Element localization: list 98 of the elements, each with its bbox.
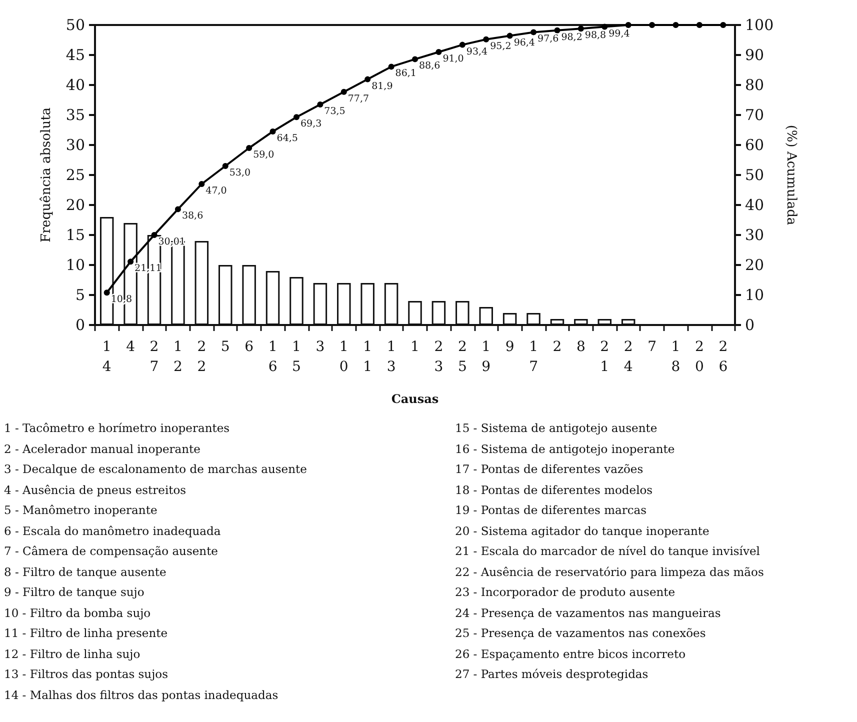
text: 23 - Incorporador de produto ausente [455,584,676,601]
y2-tick-label: 50 [745,166,764,184]
text: 17 - Pontas de diferentes vazões [455,461,644,478]
x-tick-label: 19 [482,339,491,375]
y-tick-label: 40 [66,76,85,94]
text: 6 - Escala do manômetro inadequada [4,522,222,540]
text: 18 - Pontas de diferentes modelos [455,482,654,498]
text: 13 - Filtros das pontas sujos [4,666,169,683]
text: 11 - Filtro de linha presente [4,625,169,642]
y-tick-label: 50 [66,16,85,34]
text: 27 - Partes móveis desprotegidas [455,666,650,683]
x-tick-label: 23 [434,339,444,375]
x-tick-label: 1 5 [292,339,301,375]
x-tick-label: 27 [150,339,159,375]
y-tick-label: 25 [66,166,85,184]
y-tick-label: 45 [66,46,85,64]
x-tick-label: 12 [174,339,182,375]
y2-tick-label: 100 [745,16,774,34]
y2-axis-title: (%) Acumulada [784,124,799,226]
y2-tick-label: 70 [745,106,764,124]
text: 26 - Espaçamento entre bicos incorreto [455,646,687,662]
x-tick-label: 13 [386,339,396,375]
x-tick-label: 16 [268,339,278,375]
y-tick-label: 15 [66,226,85,244]
data-label: 69,3 [300,118,322,130]
data-label: 96,4 [514,37,535,48]
x-tick-label: 18 [671,339,680,375]
data-label: 59,0 [253,150,274,160]
y2-tick-label: 20 [745,256,764,274]
data-label: 95,2 [490,40,512,52]
x-tick-label: 17 [529,339,538,375]
text: 22 - Ausência de reservatório para limpeza das mãos [455,564,764,580]
text: 7 - Câmera de compensação ausente [4,543,219,560]
text: 2 - Acelerador manual inoperante [4,440,202,458]
text: 9 - Filtro de tanque sujo [4,584,146,601]
y2-tick-label: 40 [745,196,764,214]
data-label: 81,9 [372,80,393,92]
x-tick-label: 24 [624,339,633,375]
x-tick-label: 5 [220,339,230,355]
data-label: 97,6 [538,34,559,45]
data-label: 99,4 [608,28,630,40]
data-label: 73,5 [324,106,346,117]
text: 1 - Tacômetro e horímetro inoperantes [4,420,231,437]
x-tick-label: 9 [505,339,514,355]
y2-tick-label: 60 [745,136,764,154]
text: 8 - Filtro de tanque ausente [4,564,168,580]
x-tick-label: 4 [126,339,136,355]
x-tick-label: 20 [694,339,704,375]
text: 21 - Escala do marcador de nível do tanque invisível [455,543,761,560]
y2-tick-label: 90 [745,46,764,64]
text: 24 - Presença de vazamentos nas mangueiras [455,604,722,622]
text: 25 - Presença de vazamentos nas conexões [455,625,707,642]
text: 14 - Malhas dos filtros das pontas inadequadas [4,686,280,704]
data-label: 38,6 [182,210,204,222]
data-label: 86,1 [395,68,416,80]
x-tick-label: 1 [410,339,420,355]
y2-tick-label: 10 [745,286,764,304]
data-label: 47,0 [206,186,227,196]
text: 5 - Manômetro inoperante [4,502,158,519]
x-tick-label: 14 [102,339,112,375]
text: 3 - Decalque de escalonamento de marchas ausente [4,461,307,478]
x-axis-title: Causas [391,392,439,406]
y-axis-title: Frequência absoluta [39,107,54,243]
data-label: 98,8 [584,30,606,42]
y-tick-label: 0 [75,316,85,334]
x-tick-label: 21 [600,339,610,375]
x-tick-label: 11 [363,339,372,375]
y-tick-label: 35 [66,106,85,124]
text: 12 - Filtro de linha sujo [4,646,142,662]
y2-tick-label: 80 [745,76,764,94]
data-label: 64,5 [276,133,298,144]
text: 16 - Sistema de antigotejo inoperante [455,440,676,458]
x-tick-label: 6 [244,339,254,355]
x-tick-label: 26 [718,339,728,375]
x-tick-label: 2 [552,339,562,355]
x-tick-label: 10 [339,339,348,375]
text: 19 - Pontas de diferentes marcas [455,502,648,519]
y-tick-label: 20 [66,196,85,214]
data-label: 93,4 [466,46,488,58]
data-label: 98,2 [561,32,582,43]
text: 15 - Sistema de antigotejo ausente [455,420,658,437]
x-tick-label: 22 [197,339,206,375]
text: 20 - Sistema agitador do tanque inoperante [455,522,710,540]
y-tick-label: 5 [75,286,85,304]
text: 4 - Ausência de pneus estreitos [4,482,188,498]
y2-tick-label: 0 [745,316,755,334]
y-tick-label: 10 [66,256,85,274]
x-tick-label: 8 [576,339,586,355]
data-label: 88,6 [419,60,440,72]
data-label: 53,0 [229,168,251,178]
x-tick-label: 7 [648,339,656,355]
data-label: 77,7 [348,93,370,104]
x-tick-label: 2 5 [458,339,467,375]
y2-tick-label: 30 [745,226,764,244]
x-tick-label: 3 [316,339,325,355]
y-tick-label: 30 [66,136,85,154]
text: 10 - Filtro da bomba sujo [4,604,152,622]
data-label: 91,0 [442,54,464,64]
